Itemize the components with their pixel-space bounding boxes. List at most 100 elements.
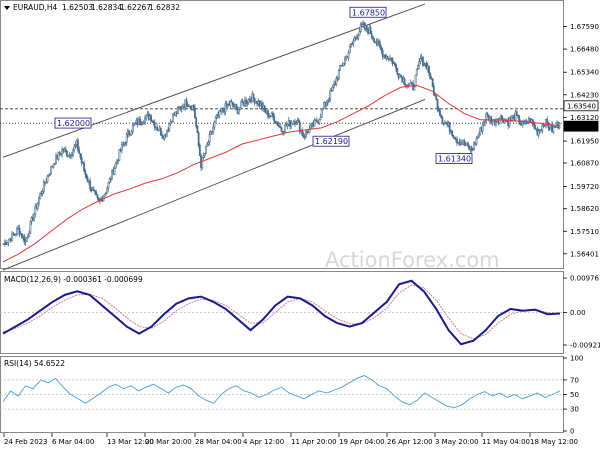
candle-body (240, 101, 243, 108)
candle-body (541, 124, 544, 131)
candle-body (333, 83, 335, 88)
candle-body (526, 122, 529, 124)
price-tick-label: 1.56401 (570, 250, 599, 258)
candle-body (45, 181, 48, 184)
candle-body (335, 78, 338, 85)
candle-body (510, 116, 513, 121)
candle-body (153, 121, 156, 128)
candle-body (84, 170, 87, 175)
candle-body (106, 188, 109, 194)
horizontal-levels (0, 108, 563, 124)
candle-body (478, 134, 480, 138)
candle-body (38, 197, 40, 204)
candle-body (421, 56, 424, 66)
candle-body (70, 154, 73, 157)
candle-body (508, 118, 511, 127)
time-tick-label: 26 Apr 12:00 (387, 438, 433, 446)
candle-body (64, 149, 67, 152)
candle-body (218, 110, 221, 117)
candle-body (46, 175, 49, 183)
candle-body (198, 144, 201, 156)
candle-body (484, 120, 486, 123)
candle-body (379, 43, 382, 49)
price-tag-label: 1.63540 (567, 102, 596, 110)
candle-body (117, 160, 120, 162)
candle-body (166, 130, 168, 137)
high-value: 1.62834 (91, 3, 122, 12)
candle-body (195, 117, 198, 127)
rsi-line (0, 375, 563, 410)
candle-body (428, 65, 430, 74)
candle-body (81, 161, 84, 164)
rsi-series-line (2, 375, 561, 409)
candle-body (24, 240, 27, 243)
candle-body (330, 90, 333, 92)
candle-body (209, 131, 212, 135)
candle-body (246, 102, 249, 104)
candle-body (353, 37, 356, 42)
candle-body (212, 126, 215, 132)
price-header: EURAUD,H4 1.62503 1.62834 1.62267 1.6283… (4, 3, 180, 12)
candle-body (263, 104, 266, 110)
candle-body (331, 86, 334, 92)
candle-body (534, 124, 536, 130)
candle-body (501, 115, 504, 121)
channel-lower-line (2, 99, 426, 271)
candle-body (451, 130, 454, 136)
candle-body (12, 232, 15, 235)
candle-body (41, 191, 44, 194)
candle-body (11, 232, 14, 242)
rsi-y-axis: 100 70 50 30 0 (563, 355, 583, 436)
candle-body (107, 182, 110, 189)
candle-body (241, 101, 244, 104)
candle-body (2, 243, 5, 245)
candle-body (284, 124, 287, 132)
candle-body (229, 101, 232, 106)
candle-body (239, 106, 241, 110)
candle-body (72, 149, 74, 155)
candle-body (95, 191, 98, 196)
candle-body (79, 153, 82, 158)
candle-body (89, 180, 92, 190)
candle-body (329, 90, 332, 100)
candle-body (435, 95, 438, 100)
time-tick-label: 11 Apr 20:00 (291, 438, 337, 446)
candle-body (448, 122, 451, 132)
price-tick-label: 1.66480 (570, 46, 599, 54)
candle-body (531, 119, 534, 124)
price-tick-label: 1.59720 (570, 183, 599, 191)
candle-body (434, 94, 436, 97)
candle-body (417, 65, 419, 70)
time-tick-label: 3 May 20:00 (435, 438, 479, 446)
candle-body (118, 149, 121, 161)
candle-body (325, 102, 328, 106)
candle-body (130, 131, 133, 135)
price-panel-frame (0, 0, 564, 269)
candle-body (295, 122, 298, 125)
candle-body (120, 144, 123, 151)
candle-body (194, 107, 196, 119)
candle-body (192, 105, 195, 109)
candle-body (278, 125, 280, 127)
candle-body (297, 120, 300, 123)
macd-header: MACD(12,26,9) -0.000361 -0.000699 (4, 275, 143, 284)
dropdown-arrow-icon[interactable] (4, 6, 10, 10)
price-tag-label: 1.62832 (567, 123, 596, 131)
price-tick-label: 1.61950 (570, 138, 599, 146)
candle-body (235, 104, 238, 108)
time-tick-label: 13 Mar 12:00 (107, 438, 154, 446)
price-tick-label: 1.58620 (570, 205, 599, 213)
candle-body (57, 151, 60, 160)
candle-body (156, 126, 159, 131)
price-y-axis: 1.67590 1.66480 1.65340 1.64230 1.63120 1.619… (563, 23, 599, 258)
candle-body (52, 164, 55, 168)
candle-body (352, 40, 355, 45)
candle-body (16, 228, 18, 235)
time-tick-label: 18 May 12:00 (530, 438, 578, 446)
candle-body (393, 62, 396, 65)
price-tick-label: 1.63120 (570, 114, 599, 122)
rsi-tick-label: 30 (570, 406, 579, 414)
rsi-tick-label: 50 (570, 391, 579, 399)
candle-body (482, 122, 485, 126)
candle-body (20, 233, 23, 238)
